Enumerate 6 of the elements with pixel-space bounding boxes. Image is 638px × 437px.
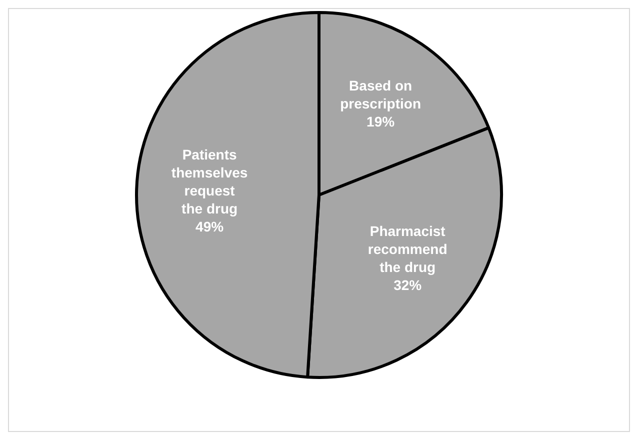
- slice-label: Pharmacist recommend the drug: [368, 223, 448, 276]
- slice-label: Based on prescription: [340, 77, 421, 112]
- slice-label: Patients themselves request the drug: [171, 146, 248, 216]
- data-label: 19%: [366, 113, 396, 130]
- data-label: 32%: [394, 277, 422, 294]
- data-label: 49%: [196, 218, 224, 234]
